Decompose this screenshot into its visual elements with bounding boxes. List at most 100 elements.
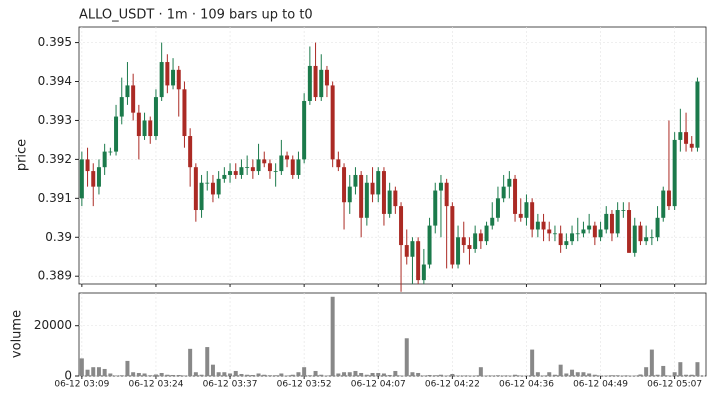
volume-bar (644, 367, 649, 376)
volume-bar (210, 364, 215, 376)
candle-body (507, 178, 512, 187)
y-axis-label: price (15, 139, 30, 171)
candle-body (644, 237, 649, 242)
y-tick-label: 0.395 (38, 35, 72, 49)
volume-bar (507, 375, 512, 376)
candle-body (256, 159, 261, 172)
volume-bar (524, 375, 529, 376)
volume-bar (131, 372, 136, 376)
volume-bar (273, 375, 278, 376)
candle-body (324, 69, 329, 86)
volume-bar (570, 369, 575, 376)
candle-body (564, 241, 569, 246)
candle-body (307, 65, 312, 101)
volume-bar (302, 367, 307, 376)
volume-bar (530, 349, 535, 376)
y-tick-label: 0.393 (38, 113, 72, 127)
y-tick-label: 0.391 (38, 191, 72, 205)
candle-body (296, 159, 301, 175)
candle-body (148, 120, 153, 137)
candle-body (131, 85, 136, 113)
volume-bar (193, 372, 198, 376)
candle-body (176, 69, 181, 90)
volume-bar (416, 372, 421, 376)
candle-body (547, 229, 552, 234)
volume-bar (245, 374, 250, 376)
candle-body (114, 116, 119, 152)
candle-body (695, 81, 700, 148)
candle-body (495, 198, 500, 218)
volume-bar (404, 338, 409, 376)
volume-bar (655, 374, 660, 376)
volume-bar (410, 372, 415, 376)
candle-body (330, 85, 335, 160)
candle-body (672, 139, 677, 207)
volume-bar (666, 375, 671, 376)
candle-body (615, 210, 620, 234)
volume-bar (450, 373, 455, 376)
volume-bar (381, 373, 386, 376)
x-tick-label: 06-12 04:22 (425, 380, 480, 390)
candle-body (598, 229, 603, 238)
volume-bar (490, 375, 495, 376)
volume-bar (689, 374, 694, 376)
volume-bar (678, 362, 683, 376)
candle-body (342, 167, 347, 203)
candle-body (233, 171, 238, 175)
candle-body (222, 174, 227, 179)
volume-bar (119, 375, 124, 376)
volume-bar (632, 375, 637, 376)
volume-bar (324, 375, 329, 376)
candle-body (541, 221, 546, 230)
x-tick-label: 06-12 05:07 (647, 380, 702, 390)
candle-body (570, 233, 575, 242)
volume-bar (615, 375, 620, 376)
volume-bar (205, 347, 210, 376)
candle-body (119, 97, 124, 117)
candle-body (96, 167, 101, 187)
volume-bar (353, 370, 358, 376)
candle-body (581, 229, 586, 234)
candle-body (302, 100, 307, 160)
candle-body (604, 213, 609, 230)
volume-bar (336, 373, 341, 376)
candle-body (592, 225, 597, 238)
volume-bar (592, 374, 597, 376)
candle-body (171, 69, 176, 86)
volume-bar (136, 372, 141, 376)
volume-bar (552, 374, 557, 376)
candle-body (370, 182, 375, 195)
volume-bar (575, 372, 580, 376)
candle-body (490, 217, 495, 226)
volume-bar (296, 372, 301, 376)
volume-bar (495, 375, 500, 376)
candle-body (142, 120, 147, 137)
candle-body (85, 159, 90, 172)
volume-bar (456, 375, 461, 376)
volume-bar (290, 374, 295, 376)
candle-body (279, 155, 284, 172)
volume-bar (695, 362, 700, 376)
volume-bar (558, 364, 563, 376)
volume-bar (376, 372, 381, 376)
candle-body (433, 190, 438, 226)
candle-body (450, 206, 455, 265)
volume-bar (609, 375, 614, 376)
candle-body (188, 136, 193, 168)
volume-bar (176, 374, 181, 376)
volume-bar (433, 375, 438, 376)
candle-body (285, 155, 290, 160)
candle-body (684, 132, 689, 144)
price-panel (78, 26, 707, 285)
volume-bar (564, 373, 569, 376)
candle-body (359, 174, 364, 218)
volume-bar (267, 375, 272, 376)
volume-bar (587, 373, 592, 376)
x-tick-label: 06-12 04:36 (499, 380, 554, 390)
volume-bar (182, 375, 187, 376)
volume-bar (159, 372, 164, 376)
candle-body (108, 151, 113, 153)
volume-bar (364, 374, 369, 376)
candle-body (182, 89, 187, 137)
